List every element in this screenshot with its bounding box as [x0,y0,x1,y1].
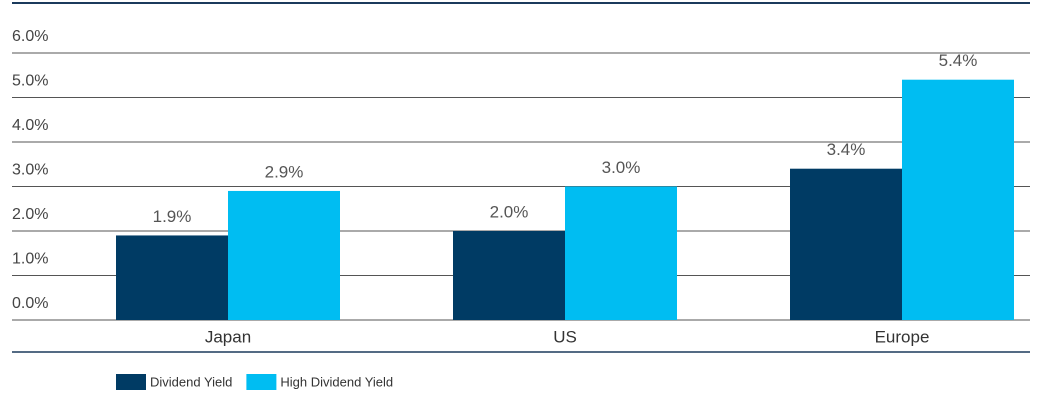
x-tick-label: US [553,327,577,346]
value-label: 5.4% [939,51,978,70]
y-tick-label: 6.0% [12,28,48,45]
legend-label: High Dividend Yield [280,374,393,389]
value-label: 1.9% [153,207,192,226]
value-label: 3.4% [827,140,866,159]
y-tick-label: 1.0% [12,251,48,268]
bar [565,186,677,320]
bar [902,79,1014,320]
x-tick-label: Japan [205,327,251,346]
value-label: 2.0% [490,202,529,221]
value-label: 2.9% [265,162,304,181]
x-tick-label: Europe [875,327,930,346]
y-tick-label: 3.0% [12,162,48,179]
legend-swatch [116,374,146,390]
value-label: 3.0% [602,158,641,177]
bar [790,168,902,320]
bar [453,231,565,320]
legend-label: Dividend Yield [150,374,232,389]
bar [116,235,228,320]
bar [228,190,340,320]
y-tick-label: 2.0% [12,206,48,223]
y-tick-label: 0.0% [12,295,48,312]
y-tick-label: 4.0% [12,117,48,134]
y-tick-label: 5.0% [12,73,48,90]
legend-swatch [246,374,277,390]
